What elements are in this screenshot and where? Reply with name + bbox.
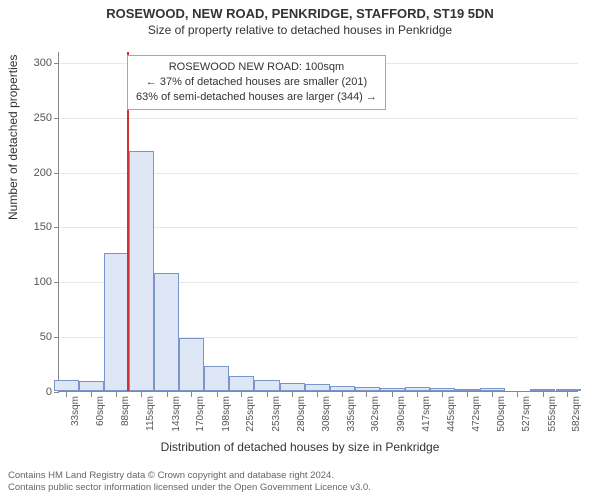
ytick-mark bbox=[54, 118, 59, 119]
footer-attribution: Contains HM Land Registry data © Crown c… bbox=[8, 470, 371, 494]
ytick-mark bbox=[54, 282, 59, 283]
xtick-label: 500sqm bbox=[496, 396, 507, 432]
xtick-mark bbox=[342, 392, 343, 397]
xtick-label: 390sqm bbox=[396, 396, 407, 432]
xtick-label: 225sqm bbox=[245, 396, 256, 432]
xtick-mark bbox=[292, 392, 293, 397]
title-main: ROSEWOOD, NEW ROAD, PENKRIDGE, STAFFORD,… bbox=[0, 0, 600, 21]
xtick-mark bbox=[517, 392, 518, 397]
xtick-mark bbox=[467, 392, 468, 397]
histogram-bar bbox=[330, 386, 355, 391]
info-box-line: ROSEWOOD NEW ROAD: 100sqm bbox=[136, 60, 377, 75]
xtick-label: 143sqm bbox=[171, 396, 182, 432]
histogram-bar bbox=[79, 381, 104, 391]
xtick-mark bbox=[492, 392, 493, 397]
gridline bbox=[59, 118, 578, 119]
chart-area: 05010015020025030033sqm60sqm88sqm115sqm1… bbox=[58, 52, 578, 392]
footer-line-2: Contains public sector information licen… bbox=[8, 482, 371, 494]
info-box-line: ← 37% of detached houses are smaller (20… bbox=[136, 75, 377, 90]
histogram-bar bbox=[355, 387, 380, 391]
xtick-label: 362sqm bbox=[370, 396, 381, 432]
histogram-bar bbox=[480, 388, 505, 391]
info-box: ROSEWOOD NEW ROAD: 100sqm← 37% of detach… bbox=[127, 55, 386, 110]
xtick-mark bbox=[141, 392, 142, 397]
histogram-bar bbox=[530, 389, 555, 391]
histogram-bar bbox=[229, 376, 254, 391]
xtick-label: 33sqm bbox=[70, 396, 81, 426]
xtick-mark bbox=[116, 392, 117, 397]
xtick-mark bbox=[217, 392, 218, 397]
histogram-bar bbox=[556, 389, 581, 391]
xtick-label: 88sqm bbox=[120, 396, 131, 426]
ytick-label: 50 bbox=[12, 331, 52, 343]
xtick-mark bbox=[543, 392, 544, 397]
xtick-label: 170sqm bbox=[195, 396, 206, 432]
title-sub: Size of property relative to detached ho… bbox=[0, 21, 600, 37]
xtick-mark bbox=[317, 392, 318, 397]
ytick-label: 300 bbox=[12, 57, 52, 69]
xtick-label: 253sqm bbox=[271, 396, 282, 432]
xtick-label: 582sqm bbox=[571, 396, 582, 432]
footer-line-1: Contains HM Land Registry data © Crown c… bbox=[8, 470, 371, 482]
xtick-label: 198sqm bbox=[221, 396, 232, 432]
ytick-mark bbox=[54, 227, 59, 228]
ytick-mark bbox=[54, 63, 59, 64]
xtick-mark bbox=[417, 392, 418, 397]
histogram-bar bbox=[54, 380, 79, 391]
xtick-label: 417sqm bbox=[421, 396, 432, 432]
xtick-mark bbox=[267, 392, 268, 397]
xtick-mark bbox=[442, 392, 443, 397]
xtick-label: 445sqm bbox=[446, 396, 457, 432]
histogram-bar bbox=[280, 383, 305, 391]
xtick-label: 472sqm bbox=[471, 396, 482, 432]
histogram-bar bbox=[305, 384, 330, 391]
xtick-label: 60sqm bbox=[95, 396, 106, 426]
histogram-bar bbox=[380, 388, 405, 391]
xtick-mark bbox=[241, 392, 242, 397]
xtick-label: 335sqm bbox=[346, 396, 357, 432]
xtick-label: 115sqm bbox=[145, 396, 156, 431]
xtick-mark bbox=[366, 392, 367, 397]
xtick-label: 527sqm bbox=[521, 396, 532, 432]
ytick-label: 0 bbox=[12, 386, 52, 398]
histogram-bar bbox=[430, 388, 455, 391]
info-box-line: 63% of semi-detached houses are larger (… bbox=[136, 90, 377, 105]
xtick-mark bbox=[191, 392, 192, 397]
ytick-mark bbox=[54, 392, 59, 393]
xtick-mark bbox=[91, 392, 92, 397]
xtick-label: 555sqm bbox=[547, 396, 558, 432]
xtick-label: 280sqm bbox=[296, 396, 307, 432]
histogram-bar bbox=[405, 387, 430, 391]
histogram-bar bbox=[254, 380, 279, 391]
ytick-mark bbox=[54, 173, 59, 174]
x-axis-label: Distribution of detached houses by size … bbox=[0, 440, 600, 454]
plot-region: 05010015020025030033sqm60sqm88sqm115sqm1… bbox=[58, 52, 578, 392]
ytick-label: 100 bbox=[12, 276, 52, 288]
histogram-bar bbox=[104, 253, 129, 391]
xtick-mark bbox=[167, 392, 168, 397]
xtick-mark bbox=[567, 392, 568, 397]
ytick-label: 200 bbox=[12, 167, 52, 179]
xtick-label: 308sqm bbox=[321, 396, 332, 432]
histogram-bar bbox=[129, 151, 154, 391]
histogram-bar bbox=[204, 366, 229, 391]
y-axis-label: Number of detached properties bbox=[6, 55, 20, 220]
ytick-mark bbox=[54, 337, 59, 338]
histogram-bar bbox=[154, 273, 179, 391]
xtick-mark bbox=[66, 392, 67, 397]
histogram-bar bbox=[455, 389, 480, 391]
ytick-label: 150 bbox=[12, 221, 52, 233]
ytick-label: 250 bbox=[12, 112, 52, 124]
xtick-mark bbox=[392, 392, 393, 397]
histogram-bar bbox=[179, 338, 204, 391]
